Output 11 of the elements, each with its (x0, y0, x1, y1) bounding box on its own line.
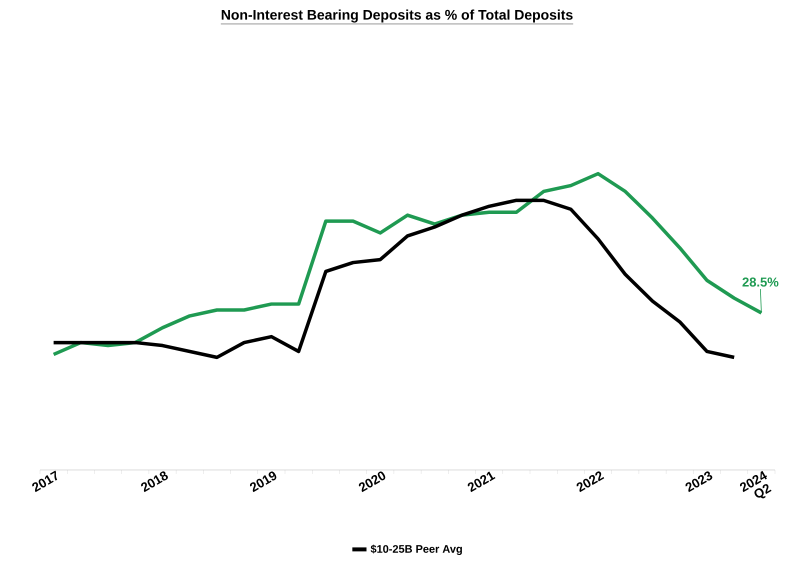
chart-title: Non-Interest Bearing Deposits as % of Total Deposits (222, 10, 573, 23)
x-tick-label: 2018 (141, 471, 168, 492)
x-tick-label: 2024 Q2 (740, 470, 772, 498)
x-tick-label: 2021 (468, 471, 496, 492)
x-tick-label: 2022 (576, 471, 604, 492)
x-tick-label: 2023 (686, 471, 712, 492)
annotation: 28.5% (742, 277, 778, 287)
x-tick-label: 2017 (32, 470, 58, 492)
x-tick-label: 2020 (358, 472, 386, 492)
legend-label: $10-25B Peer Avg (370, 544, 462, 556)
x-tick-label: 2019 (250, 472, 276, 492)
